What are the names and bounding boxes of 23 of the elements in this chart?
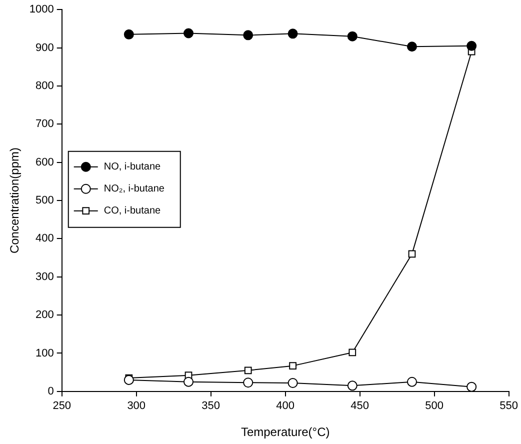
y-tick-label: 500 xyxy=(36,194,54,207)
x-axis-title: Temperature(°C) xyxy=(240,425,330,440)
y-tick-label: 300 xyxy=(36,270,54,283)
y-tick-label: 400 xyxy=(36,232,54,245)
legend-label: NO₂, i-butane xyxy=(104,184,165,195)
x-tick-label: 400 xyxy=(276,400,295,412)
x-tick-label: 350 xyxy=(202,400,220,412)
y-tick-label: 900 xyxy=(36,42,54,54)
x-tick-label: 250 xyxy=(52,400,72,412)
x-tick-label: 500 xyxy=(425,400,444,412)
x-tick-label: 550 xyxy=(500,400,518,412)
legend-label: NO, i-butane xyxy=(104,162,162,173)
y-tick-label: 700 xyxy=(36,118,54,130)
y-tick-label: 600 xyxy=(36,156,54,168)
legend-label: CO, i-butane xyxy=(104,206,162,217)
y-axis-title: Concentration(ppm) xyxy=(8,147,22,254)
y-tick-label: 1000 xyxy=(29,4,54,16)
y-tick-label: 800 xyxy=(36,80,54,92)
y-tick-label: 200 xyxy=(36,309,54,322)
x-tick-label: 450 xyxy=(350,400,370,412)
y-tick-label: 0 xyxy=(48,385,54,398)
y-tick-label: 100 xyxy=(36,347,54,360)
x-tick-label: 300 xyxy=(127,400,146,412)
